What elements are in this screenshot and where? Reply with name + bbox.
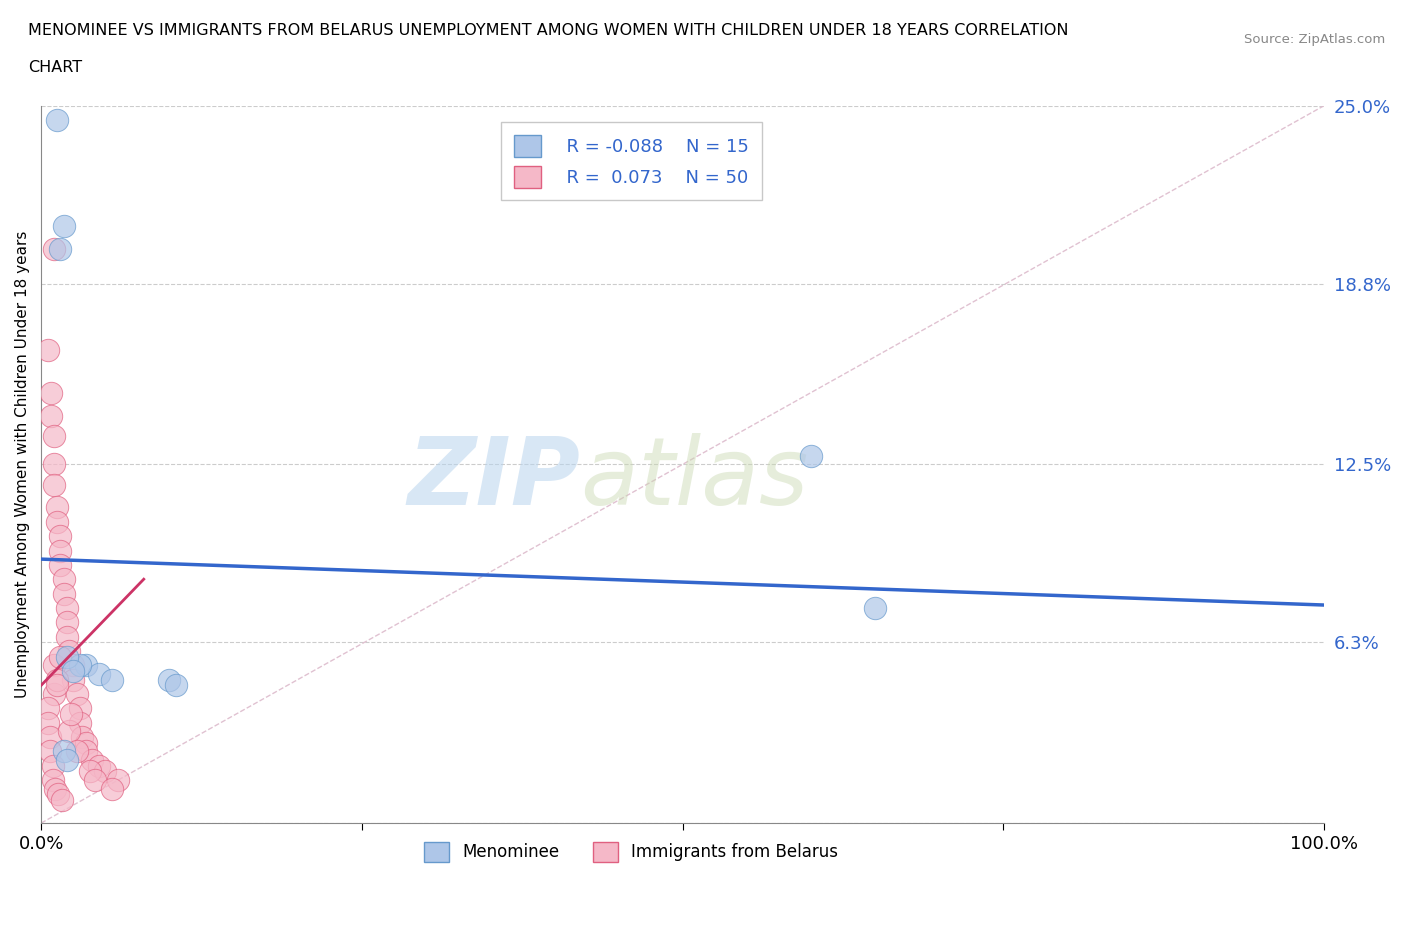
Point (42, 457, 65, 472)
Point (49, 649, 72, 664)
Point (157, 672, 180, 687)
Point (55, 601, 77, 616)
Point (41, 385, 63, 400)
Point (42, 686, 65, 701)
Text: ZIP: ZIP (408, 432, 579, 525)
Point (62, 658, 84, 672)
Point (82, 752, 104, 767)
Point (107, 773, 129, 788)
Point (69, 715, 91, 730)
Point (69, 658, 91, 672)
Point (49, 529, 72, 544)
Point (59, 707, 82, 722)
Point (53, 219, 76, 233)
Point (66, 686, 89, 701)
Point (53, 586, 76, 601)
Point (58, 724, 80, 738)
Point (75, 658, 97, 672)
Point (45, 500, 67, 515)
Point (58, 644, 80, 658)
Point (46, 787, 69, 802)
Point (37, 342, 59, 357)
Point (41, 758, 63, 773)
Point (165, 678, 187, 693)
Point (39, 730, 62, 745)
Point (62, 672, 84, 687)
Point (44, 781, 66, 796)
Point (75, 736, 97, 751)
Point (41, 408, 63, 423)
Point (42, 242, 65, 257)
Point (55, 630, 77, 644)
Point (800, 448, 823, 463)
Point (49, 242, 72, 257)
Point (51, 792, 73, 807)
Point (53, 572, 76, 587)
Point (69, 701, 91, 716)
Point (55, 615, 77, 630)
Point (39, 744, 62, 759)
Point (45, 672, 67, 687)
Point (45, 678, 67, 693)
Point (87, 667, 110, 682)
Point (37, 715, 59, 730)
Point (66, 744, 89, 759)
Y-axis label: Unemployment Among Women with Children Under 18 years: Unemployment Among Women with Children U… (15, 231, 30, 698)
Point (42, 658, 65, 672)
Text: Source: ZipAtlas.com: Source: ZipAtlas.com (1244, 33, 1385, 46)
Point (79, 764, 101, 779)
Point (55, 649, 77, 664)
Legend: Menominee, Immigrants from Belarus: Menominee, Immigrants from Belarus (418, 835, 845, 869)
Point (53, 744, 76, 759)
Text: CHART: CHART (28, 60, 82, 75)
Text: atlas: atlas (579, 433, 808, 525)
Point (45, 514, 67, 529)
Point (87, 758, 110, 773)
Point (94, 764, 117, 779)
Point (45, 113, 67, 127)
Point (41, 773, 63, 788)
Point (42, 477, 65, 492)
Point (100, 672, 122, 687)
Point (70, 730, 93, 745)
Point (75, 744, 97, 759)
Point (42, 429, 65, 444)
Point (37, 701, 59, 716)
Text: MENOMINEE VS IMMIGRANTS FROM BELARUS UNEMPLOYMENT AMONG WOMEN WITH CHILDREN UNDE: MENOMINEE VS IMMIGRANTS FROM BELARUS UNE… (28, 23, 1069, 38)
Point (55, 752, 77, 767)
Point (62, 664, 84, 679)
Point (100, 781, 122, 796)
Point (84, 773, 107, 788)
Point (49, 557, 72, 572)
Point (863, 601, 886, 616)
Point (49, 543, 72, 558)
